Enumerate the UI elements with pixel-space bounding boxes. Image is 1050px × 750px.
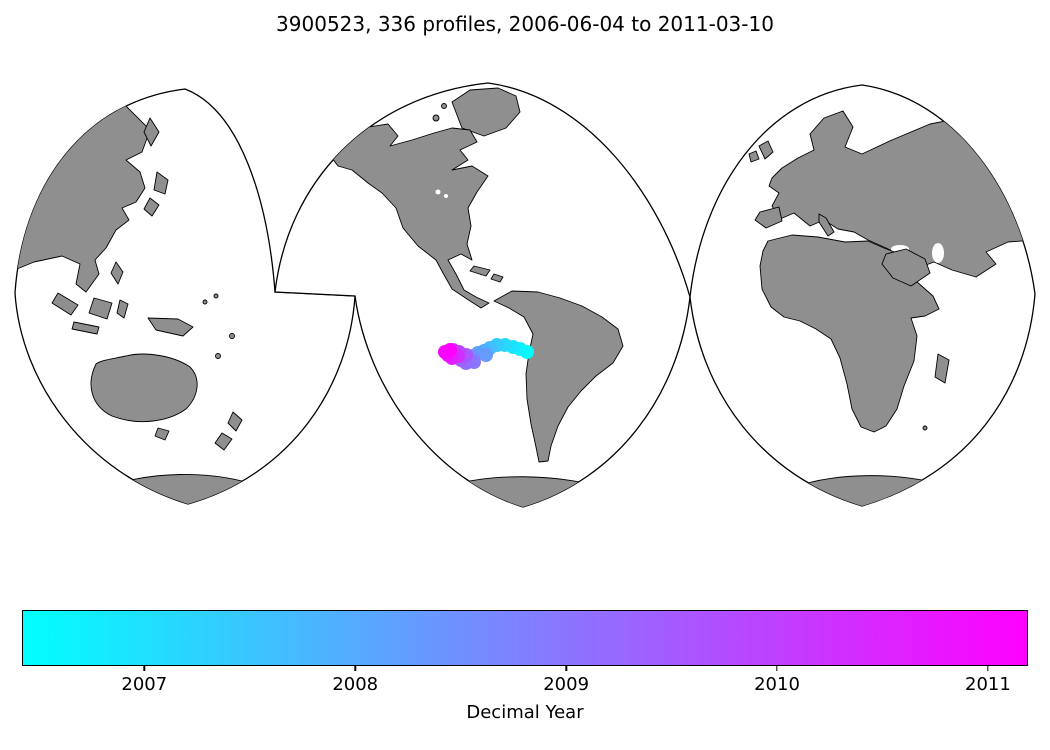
land-new-zealand-north (227, 411, 243, 432)
land-tasmania (154, 427, 170, 441)
colorbar: 2007 2008 2009 2010 2011 (22, 610, 1028, 695)
land-arabia (881, 248, 931, 287)
land-sumatra (51, 292, 79, 316)
land-java (71, 321, 100, 335)
land-philippines (110, 261, 124, 285)
land-arctic-island (441, 103, 447, 109)
colorbar-tick-label: 2010 (754, 674, 800, 695)
chart-title: 3900523, 336 profiles, 2006-06-04 to 201… (276, 12, 774, 36)
colorbar-tick-mark (565, 666, 567, 671)
projection-lobe-middle (274, 82, 691, 508)
colorbar-tick-label: 2007 (121, 674, 168, 695)
land-britain (758, 140, 774, 160)
land-hispaniola (490, 273, 504, 283)
profile-marker (443, 343, 457, 357)
land-pacific-island (213, 293, 219, 299)
land-cuba (469, 265, 491, 277)
land-kamchatka (143, 117, 160, 147)
caspian-sea (932, 243, 944, 263)
land-north-america (331, 123, 490, 309)
land-small-island (922, 425, 928, 431)
land-iberia (754, 206, 783, 229)
colorbar-tick-mark (143, 666, 146, 671)
land-pacific-island (229, 333, 235, 339)
colorbar-axis-label: Decimal Year (466, 702, 584, 723)
land-italy (818, 213, 835, 237)
land-arctic-island (432, 114, 440, 122)
land-australia (90, 353, 198, 422)
land-sulawesi (116, 299, 129, 319)
land-masses (15, 87, 1035, 507)
land-antarctica-middle (437, 476, 616, 507)
float-trajectory (438, 338, 534, 370)
land-africa (759, 234, 940, 433)
land-madagascar (934, 353, 950, 384)
great-lake (435, 189, 441, 195)
land-new-guinea (147, 317, 194, 337)
land-japan-north (153, 171, 169, 195)
land-new-zealand-south (214, 432, 233, 451)
land-eurasia (768, 110, 1035, 278)
land-iceland (749, 110, 765, 124)
land-pacific-island (202, 299, 208, 305)
land-borneo (88, 297, 113, 320)
colorbar-tick-mark (776, 666, 778, 671)
great-lake (444, 194, 448, 198)
profile-marker (479, 348, 493, 362)
land-antarctica-left (94, 474, 269, 507)
land-japan-south (143, 197, 160, 217)
land-new-caledonia (215, 353, 221, 359)
colorbar-tick-label: 2008 (332, 674, 379, 695)
projection-lobe-left (14, 88, 356, 505)
colorbar-tick-label: 2011 (965, 674, 1011, 695)
colorbar-gradient (22, 610, 1028, 666)
colorbar-tick-mark (987, 666, 989, 671)
colorbar-tick-label: 2009 (543, 674, 590, 695)
land-antarctica-right (794, 475, 946, 507)
land-ireland (748, 150, 760, 163)
colorbar-tick-mark (354, 666, 356, 671)
